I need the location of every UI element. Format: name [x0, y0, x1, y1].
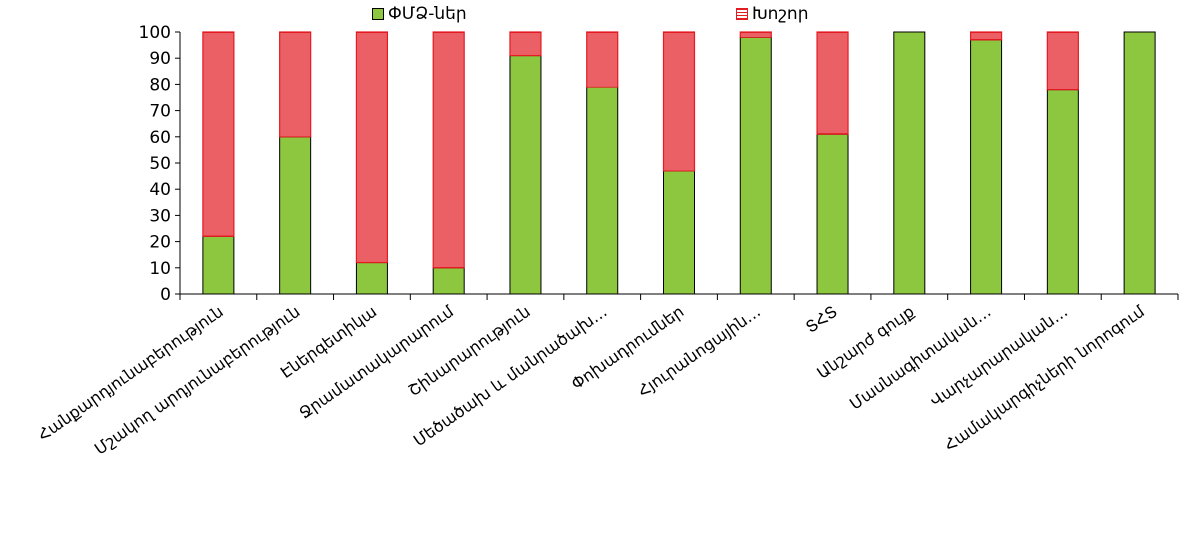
y-tick-label: 10 [149, 259, 171, 279]
y-tick-label: 50 [149, 154, 171, 174]
y-tick-label: 0 [160, 285, 171, 305]
bar-large-10 [969, 31, 1003, 41]
bar-sme-0 [202, 235, 235, 295]
bar-sme-5 [586, 86, 619, 295]
y-tick-label: 90 [149, 49, 171, 69]
bar-sme-2 [355, 262, 388, 295]
y-tick-label: 20 [149, 233, 171, 253]
legend-label-large: Խոշոր [752, 4, 809, 24]
bar-sme-12 [1123, 31, 1156, 295]
bar-sme-11 [1046, 89, 1079, 295]
legend-label-sme: ՓՄՁ-ներ [388, 4, 467, 24]
bar-large-3 [432, 31, 465, 269]
bar-sme-8 [816, 133, 849, 295]
bar-sme-6 [663, 170, 695, 295]
y-tick-label: 60 [149, 128, 171, 148]
bar-large-0 [202, 31, 235, 237]
bar-sme-9 [893, 31, 926, 295]
bar-sme-4 [509, 55, 542, 295]
bar-large-5 [586, 31, 619, 88]
legend-item-large: Խոշոր [736, 4, 808, 24]
bar-sme-10 [970, 39, 1003, 295]
bar-sme-7 [739, 36, 772, 295]
bar-large-7 [739, 31, 772, 38]
legend-swatch-large [736, 8, 748, 20]
bar-sme-1 [279, 136, 312, 295]
y-tick-label: 80 [149, 75, 171, 95]
chart-legend: ՓՄՁ-ներ Խոշոր [0, 4, 1179, 28]
legend-swatch-sme [372, 8, 384, 20]
bar-large-11 [1046, 31, 1079, 91]
y-tick-label: 40 [149, 180, 171, 200]
bar-sme-3 [432, 267, 465, 295]
bar-large-8 [816, 31, 849, 135]
y-tick-label: 70 [149, 102, 171, 122]
x-category-label: Մասնագիտական… [846, 302, 994, 414]
bar-large-2 [355, 31, 389, 264]
y-tick-label: 30 [149, 206, 171, 226]
bar-large-4 [509, 31, 542, 57]
legend-item-sme: ՓՄՁ-ներ [372, 4, 467, 24]
x-category-label: ՏՀՏ [802, 302, 841, 337]
x-category-label: Վարչարարական… [927, 302, 1072, 411]
bar-large-6 [662, 31, 696, 172]
y-tick-label: 100 [139, 23, 171, 43]
bar-large-1 [279, 31, 312, 138]
